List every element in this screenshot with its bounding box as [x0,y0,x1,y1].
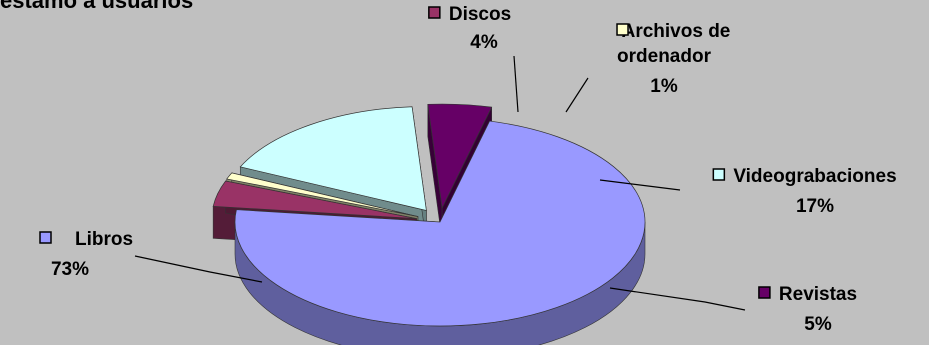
legend-key [39,231,52,244]
category-label: Videograbaciones [733,166,896,187]
legend-key [616,23,629,36]
data-label-discos: Discos 4% [428,4,519,113]
leader-line [565,77,589,113]
data-labels: Libros 73% Discos 4% Archivos de ordenador 1% V… [39,4,897,335]
leader-line [609,287,746,311]
pie-slice-top [234,120,646,327]
pie-slice-top [427,103,493,210]
data-label-archivos-de-ordenador: Archivos de ordenador 1% [565,21,730,113]
leader-line [134,255,263,283]
legend-key [758,286,771,299]
value-label: 1% [650,76,678,97]
pie-slices [212,103,646,345]
value-label: 73% [51,259,89,280]
value-label: 5% [804,314,832,335]
category-label: Discos [449,4,511,25]
value-label: 17% [796,196,834,217]
category-label: Libros [75,229,133,250]
legend-key [712,168,726,181]
pie-slice-top [239,106,427,211]
category-label: Revistas [779,284,857,305]
leader-line [513,55,519,113]
pie-slice-libros [234,120,646,345]
leader-line [599,179,681,191]
data-label-libros: Libros 73% [39,229,263,283]
data-label-videograbaciones: Videograbaciones 17% [599,166,897,217]
chart-title: estamo a usuarios [0,0,194,13]
category-label: Archivos de ordenador [617,21,730,67]
pie-slice-top [212,180,417,219]
value-label: 4% [470,32,498,53]
data-label-revistas: Revistas 5% [609,284,857,335]
legend-key [428,6,441,19]
pie-slice-top [226,172,418,217]
